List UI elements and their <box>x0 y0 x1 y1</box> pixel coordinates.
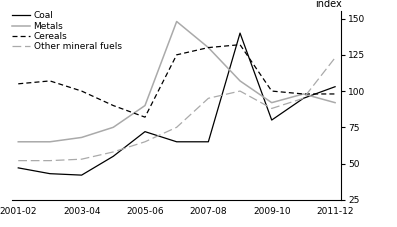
Text: index: index <box>315 0 341 10</box>
Legend: Coal, Metals, Cereals, Other mineral fuels: Coal, Metals, Cereals, Other mineral fue… <box>12 11 121 51</box>
